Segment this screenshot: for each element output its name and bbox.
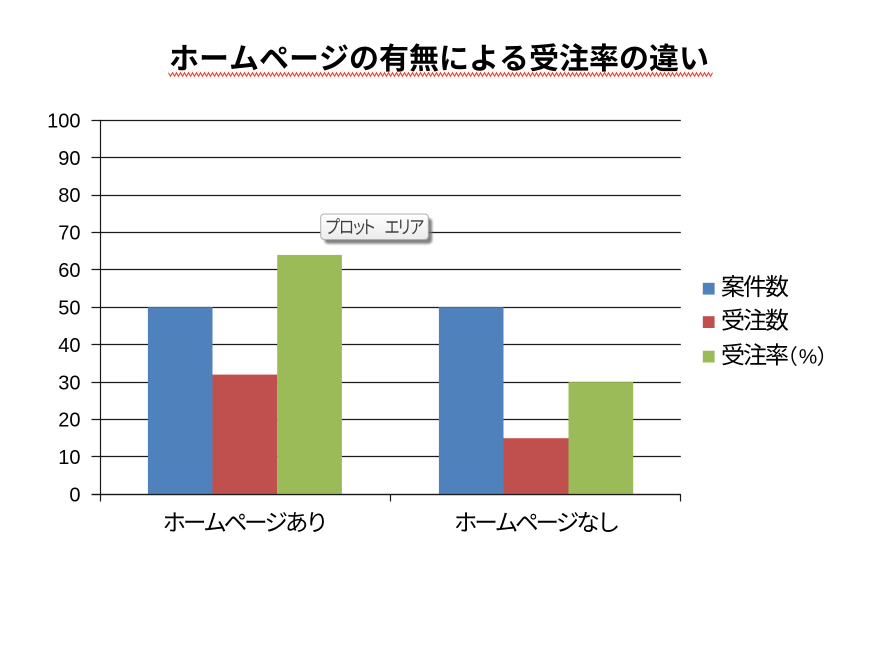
svg-text:80: 80 xyxy=(58,185,80,207)
svg-text:30: 30 xyxy=(58,372,80,394)
svg-text:60: 60 xyxy=(58,260,80,282)
svg-text:90: 90 xyxy=(58,148,80,170)
svg-text:40: 40 xyxy=(58,335,80,357)
svg-text:0: 0 xyxy=(69,485,80,507)
svg-text:20: 20 xyxy=(58,410,80,432)
svg-text:70: 70 xyxy=(58,223,80,245)
svg-text:100: 100 xyxy=(47,110,80,132)
svg-text:50: 50 xyxy=(58,297,80,319)
svg-text:10: 10 xyxy=(58,447,80,469)
